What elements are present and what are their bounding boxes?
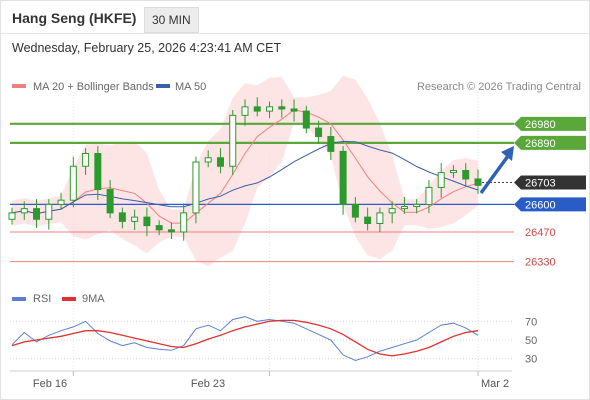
candle-body [364,216,372,224]
candle-body [45,203,53,220]
candle-body [94,153,102,191]
rsi-legend-swatch [12,297,26,301]
price-tag-26980 [514,116,586,131]
candle-body [8,212,16,220]
rsi-tick-label-50: 50 [525,335,537,347]
candle-body [192,161,200,214]
candle-body [155,225,163,231]
candle-body [302,110,310,129]
candle-body [180,212,188,233]
bollinger-legend-label: MA 20 + Bollinger Bands [33,81,154,93]
price-label-26330: 26330 [525,257,556,269]
candle-body [106,189,114,214]
instrument-title: Hang Seng (HKFE) [12,10,137,26]
candle-body [388,208,396,214]
price-tag-26703 [514,175,586,190]
x-tick-label: Feb 23 [191,378,225,390]
x-tick-label: Mar 2 [481,378,509,390]
candle-body [315,127,323,138]
candle-body [376,212,384,224]
candle-body [167,229,175,233]
ma20-line [11,109,479,224]
forecast-arrow-shaft [479,154,510,195]
candle-body [462,169,470,180]
timeframe-badge[interactable]: 30 MIN [144,7,199,33]
candle-body [229,114,237,167]
candle-body [253,106,261,112]
candle-body [131,216,139,222]
candle-body [143,216,151,227]
candle-body [339,150,347,205]
candle-body [69,165,77,201]
candle-body [82,153,90,167]
candle-body [33,208,41,220]
candle-body [290,108,298,112]
candle-body [425,186,433,205]
rsi-tick-label-30: 30 [525,354,537,366]
header-divider [1,33,589,34]
candle-body [57,199,65,205]
candle-body [437,172,445,188]
price-tag-26890 [514,135,586,150]
rsi-ma-legend-label: 9MA [82,293,105,305]
price-label-26980: 26980 [525,119,556,131]
rsi-gridlines: 70 50 30 [10,316,537,366]
price-level-tags: 26980 26890 26703 26600 26470 26330 [514,116,586,269]
candle-body [449,169,457,174]
bollinger-legend-swatch [12,84,26,88]
candle-body [204,157,212,163]
forecast-arrow-head [501,146,514,161]
timestamp: Wednesday, February 25, 2026 4:23:41 AM … [12,41,282,55]
rsi-legend-label: RSI [33,293,51,305]
candle-body [400,206,408,210]
rsi-line [11,316,479,362]
candle-body [474,178,482,186]
candle-body [278,106,286,110]
rsi-ma-legend-swatch [62,297,76,301]
ma50-legend-swatch [156,84,170,88]
candle-body [118,212,126,222]
candle-body [20,208,28,214]
price-label-26470: 26470 [525,227,556,239]
candle-body [241,106,249,116]
candle-body [351,203,359,218]
candle-body [266,106,274,112]
rsi-tick-label-70: 70 [525,316,537,328]
rsi-ma-line [11,319,479,357]
price-label-26890: 26890 [525,138,556,150]
price-tag-26600 [514,197,586,212]
candle-body [216,157,224,167]
x-tick-label: Feb 16 [33,378,67,390]
price-label-26600: 26600 [525,199,556,211]
ma50-line [11,140,479,215]
moving-average-lines [11,109,479,224]
candle-body [413,203,421,208]
price-levels [10,122,514,263]
forecast-arrow [479,146,514,195]
candle-body [327,136,335,152]
rsi-lines [11,316,479,362]
copyright-label: Research © 2026 Trading Central [417,81,581,93]
price-label-26703: 26703 [525,178,556,190]
candlestick-series [8,97,482,241]
x-axis-labels: Feb 16 Feb 23 Mar 2 [33,371,509,390]
ma50-legend-label: MA 50 [175,81,206,93]
